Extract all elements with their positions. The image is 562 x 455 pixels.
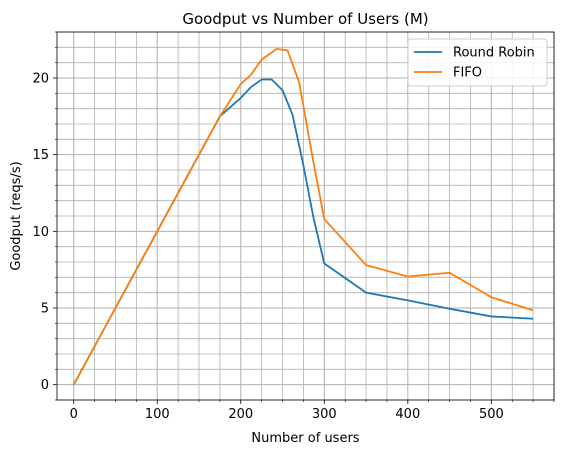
y-tick-label: 0 <box>41 378 49 393</box>
x-tick-label: 0 <box>70 407 78 422</box>
x-axis-label: Number of users <box>251 431 359 446</box>
y-axis-label: Goodput (reqs/s) <box>9 161 24 270</box>
x-tick-label: 400 <box>395 407 420 422</box>
chart-title: Goodput vs Number of Users (M) <box>182 10 428 28</box>
x-tick-label: 200 <box>228 407 253 422</box>
y-tick-label: 5 <box>41 302 49 317</box>
axis-ticks: 0 100 200 300 400 500 0 5 10 15 20 <box>32 31 555 422</box>
series-lines <box>72 47 534 386</box>
y-tick-label: 10 <box>32 225 49 240</box>
legend-label-fifo: FIFO <box>453 66 482 81</box>
x-tick-label: 500 <box>479 407 504 422</box>
legend-box <box>407 38 548 87</box>
legend-label-round-robin: Round Robin <box>453 46 535 61</box>
legend: Round Robin FIFO <box>407 38 548 87</box>
y-tick-label: 20 <box>32 72 49 87</box>
series-line-fifo <box>72 47 534 386</box>
x-tick-label: 300 <box>312 407 337 422</box>
x-tick-label: 100 <box>145 407 170 422</box>
y-tick-label: 15 <box>32 148 49 163</box>
